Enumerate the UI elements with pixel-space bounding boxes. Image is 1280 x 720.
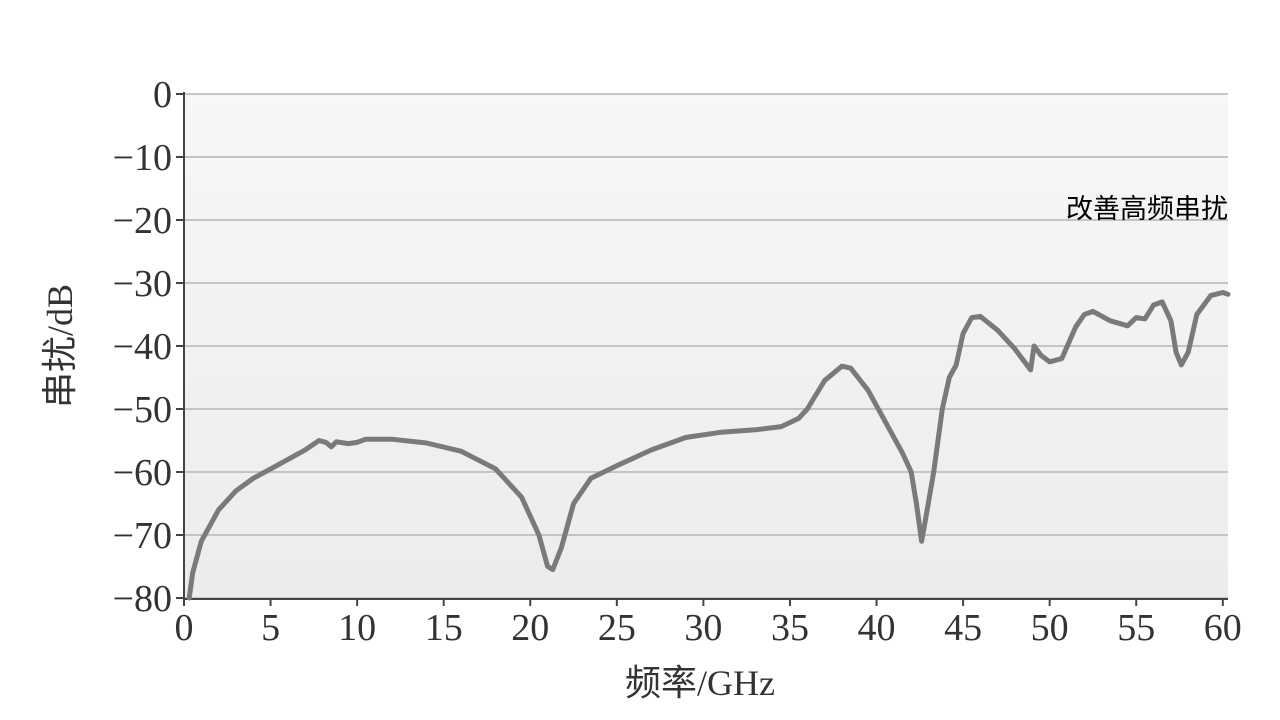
x-tick-label: 0 (175, 607, 194, 649)
x-tick-label: 35 (771, 607, 809, 649)
data-line (186, 290, 1231, 601)
y-tick-label: −60 (113, 452, 172, 494)
y-tick-label: 0 (153, 74, 172, 116)
y-tick-label: −80 (113, 578, 172, 620)
x-tick-label: 30 (684, 607, 722, 649)
y-tick-label: −70 (113, 515, 172, 557)
x-tick-label: 20 (511, 607, 549, 649)
y-tick-label: −50 (113, 389, 172, 431)
x-tick-label: 40 (858, 607, 896, 649)
x-tick-label: 45 (944, 607, 982, 649)
y-tick-label: −30 (113, 263, 172, 305)
x-tick-label: 25 (598, 607, 636, 649)
x-axis-label: 频率/GHz (625, 663, 775, 703)
x-tick-label: 5 (261, 607, 280, 649)
y-axis-label: 串扰/dB (40, 284, 80, 408)
y-tick-label: −20 (113, 200, 172, 242)
x-tick-label: 15 (425, 607, 463, 649)
y-tick-label: −10 (113, 137, 172, 179)
x-tick-label: 50 (1031, 607, 1069, 649)
x-tick-label: 60 (1204, 607, 1242, 649)
x-tick-label: 55 (1117, 607, 1155, 649)
y-tick-label: −40 (113, 326, 172, 368)
annotation: 改善高频串扰 (1066, 194, 1228, 225)
x-tick-label: 10 (338, 607, 376, 649)
